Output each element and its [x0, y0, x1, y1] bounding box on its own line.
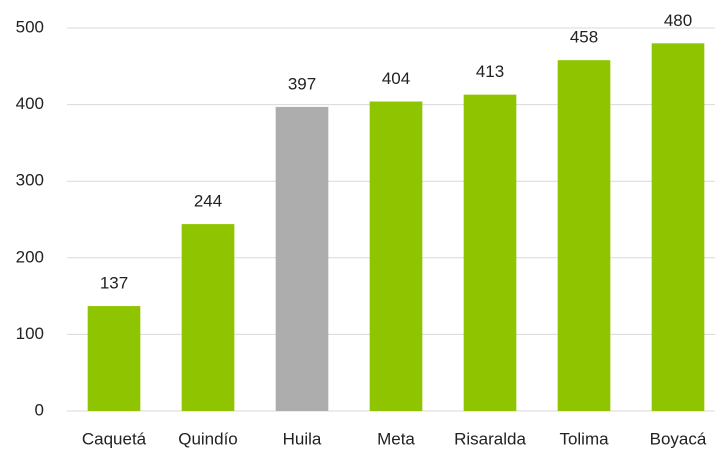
bar [369, 101, 423, 411]
value-label: 413 [476, 62, 504, 81]
value-label: 458 [570, 28, 598, 47]
bar [275, 106, 329, 411]
x-tick-label: Boyacá [650, 429, 707, 448]
value-label: 404 [382, 69, 410, 88]
y-tick-label: 400 [16, 94, 44, 113]
y-tick-label: 0 [35, 400, 44, 419]
x-tick-label: Risaralda [454, 429, 526, 448]
x-tick-label: Tolima [559, 429, 609, 448]
y-tick-label: 300 [16, 171, 44, 190]
x-tick-label: Quindío [178, 429, 238, 448]
y-tick-label: 200 [16, 247, 44, 266]
y-tick-label: 100 [16, 324, 44, 343]
bar [181, 224, 235, 411]
bar [651, 43, 705, 411]
value-label: 137 [100, 274, 128, 293]
value-label: 244 [194, 192, 222, 211]
x-tick-label: Meta [377, 429, 415, 448]
x-tick-label: Caquetá [82, 429, 147, 448]
bar [463, 94, 517, 411]
y-tick-label: 500 [16, 17, 44, 36]
bar [557, 60, 611, 412]
x-tick-label: Huila [283, 429, 322, 448]
value-label: 397 [288, 74, 316, 93]
bar [87, 306, 141, 411]
value-label: 480 [664, 11, 692, 30]
